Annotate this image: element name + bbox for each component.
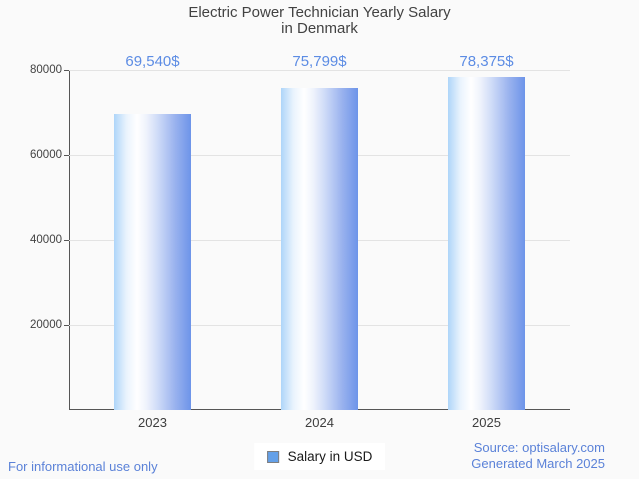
value-label-2024: 75,799$ bbox=[292, 53, 347, 70]
x-axis-label-2023: 2023 bbox=[138, 415, 167, 430]
bar-2025[interactable] bbox=[448, 76, 525, 410]
disclaimer-text: For informational use only bbox=[8, 459, 158, 474]
source-block: Source: optisalary.com Generated March 2… bbox=[471, 440, 605, 472]
bar-2023[interactable] bbox=[114, 114, 191, 410]
y-axis-tick bbox=[64, 155, 69, 156]
legend-label: Salary in USD bbox=[287, 449, 373, 464]
legend: Salary in USD bbox=[253, 443, 386, 470]
value-label-2023: 69,540$ bbox=[125, 53, 180, 70]
source-text: Source: optisalary.com bbox=[473, 440, 605, 455]
value-label-2025: 78,375$ bbox=[459, 53, 514, 70]
chart-title: Electric Power Technician Yearly Salary … bbox=[188, 4, 451, 37]
x-axis-label-2025: 2025 bbox=[472, 415, 501, 430]
y-axis-tick bbox=[64, 70, 69, 71]
y-axis-tick bbox=[64, 325, 69, 326]
y-axis-tick bbox=[64, 240, 69, 241]
y-axis-tick-label: 80000 bbox=[30, 64, 62, 76]
bar-2024[interactable] bbox=[281, 87, 358, 410]
legend-swatch-icon bbox=[266, 450, 279, 463]
gridline bbox=[69, 70, 570, 71]
y-axis-tick-label: 60000 bbox=[30, 149, 62, 161]
y-axis-tick-label: 40000 bbox=[30, 234, 62, 246]
generated-text: Generated March 2025 bbox=[471, 456, 605, 471]
x-axis-label-2024: 2024 bbox=[305, 415, 334, 430]
y-axis-tick-label: 20000 bbox=[30, 319, 62, 331]
